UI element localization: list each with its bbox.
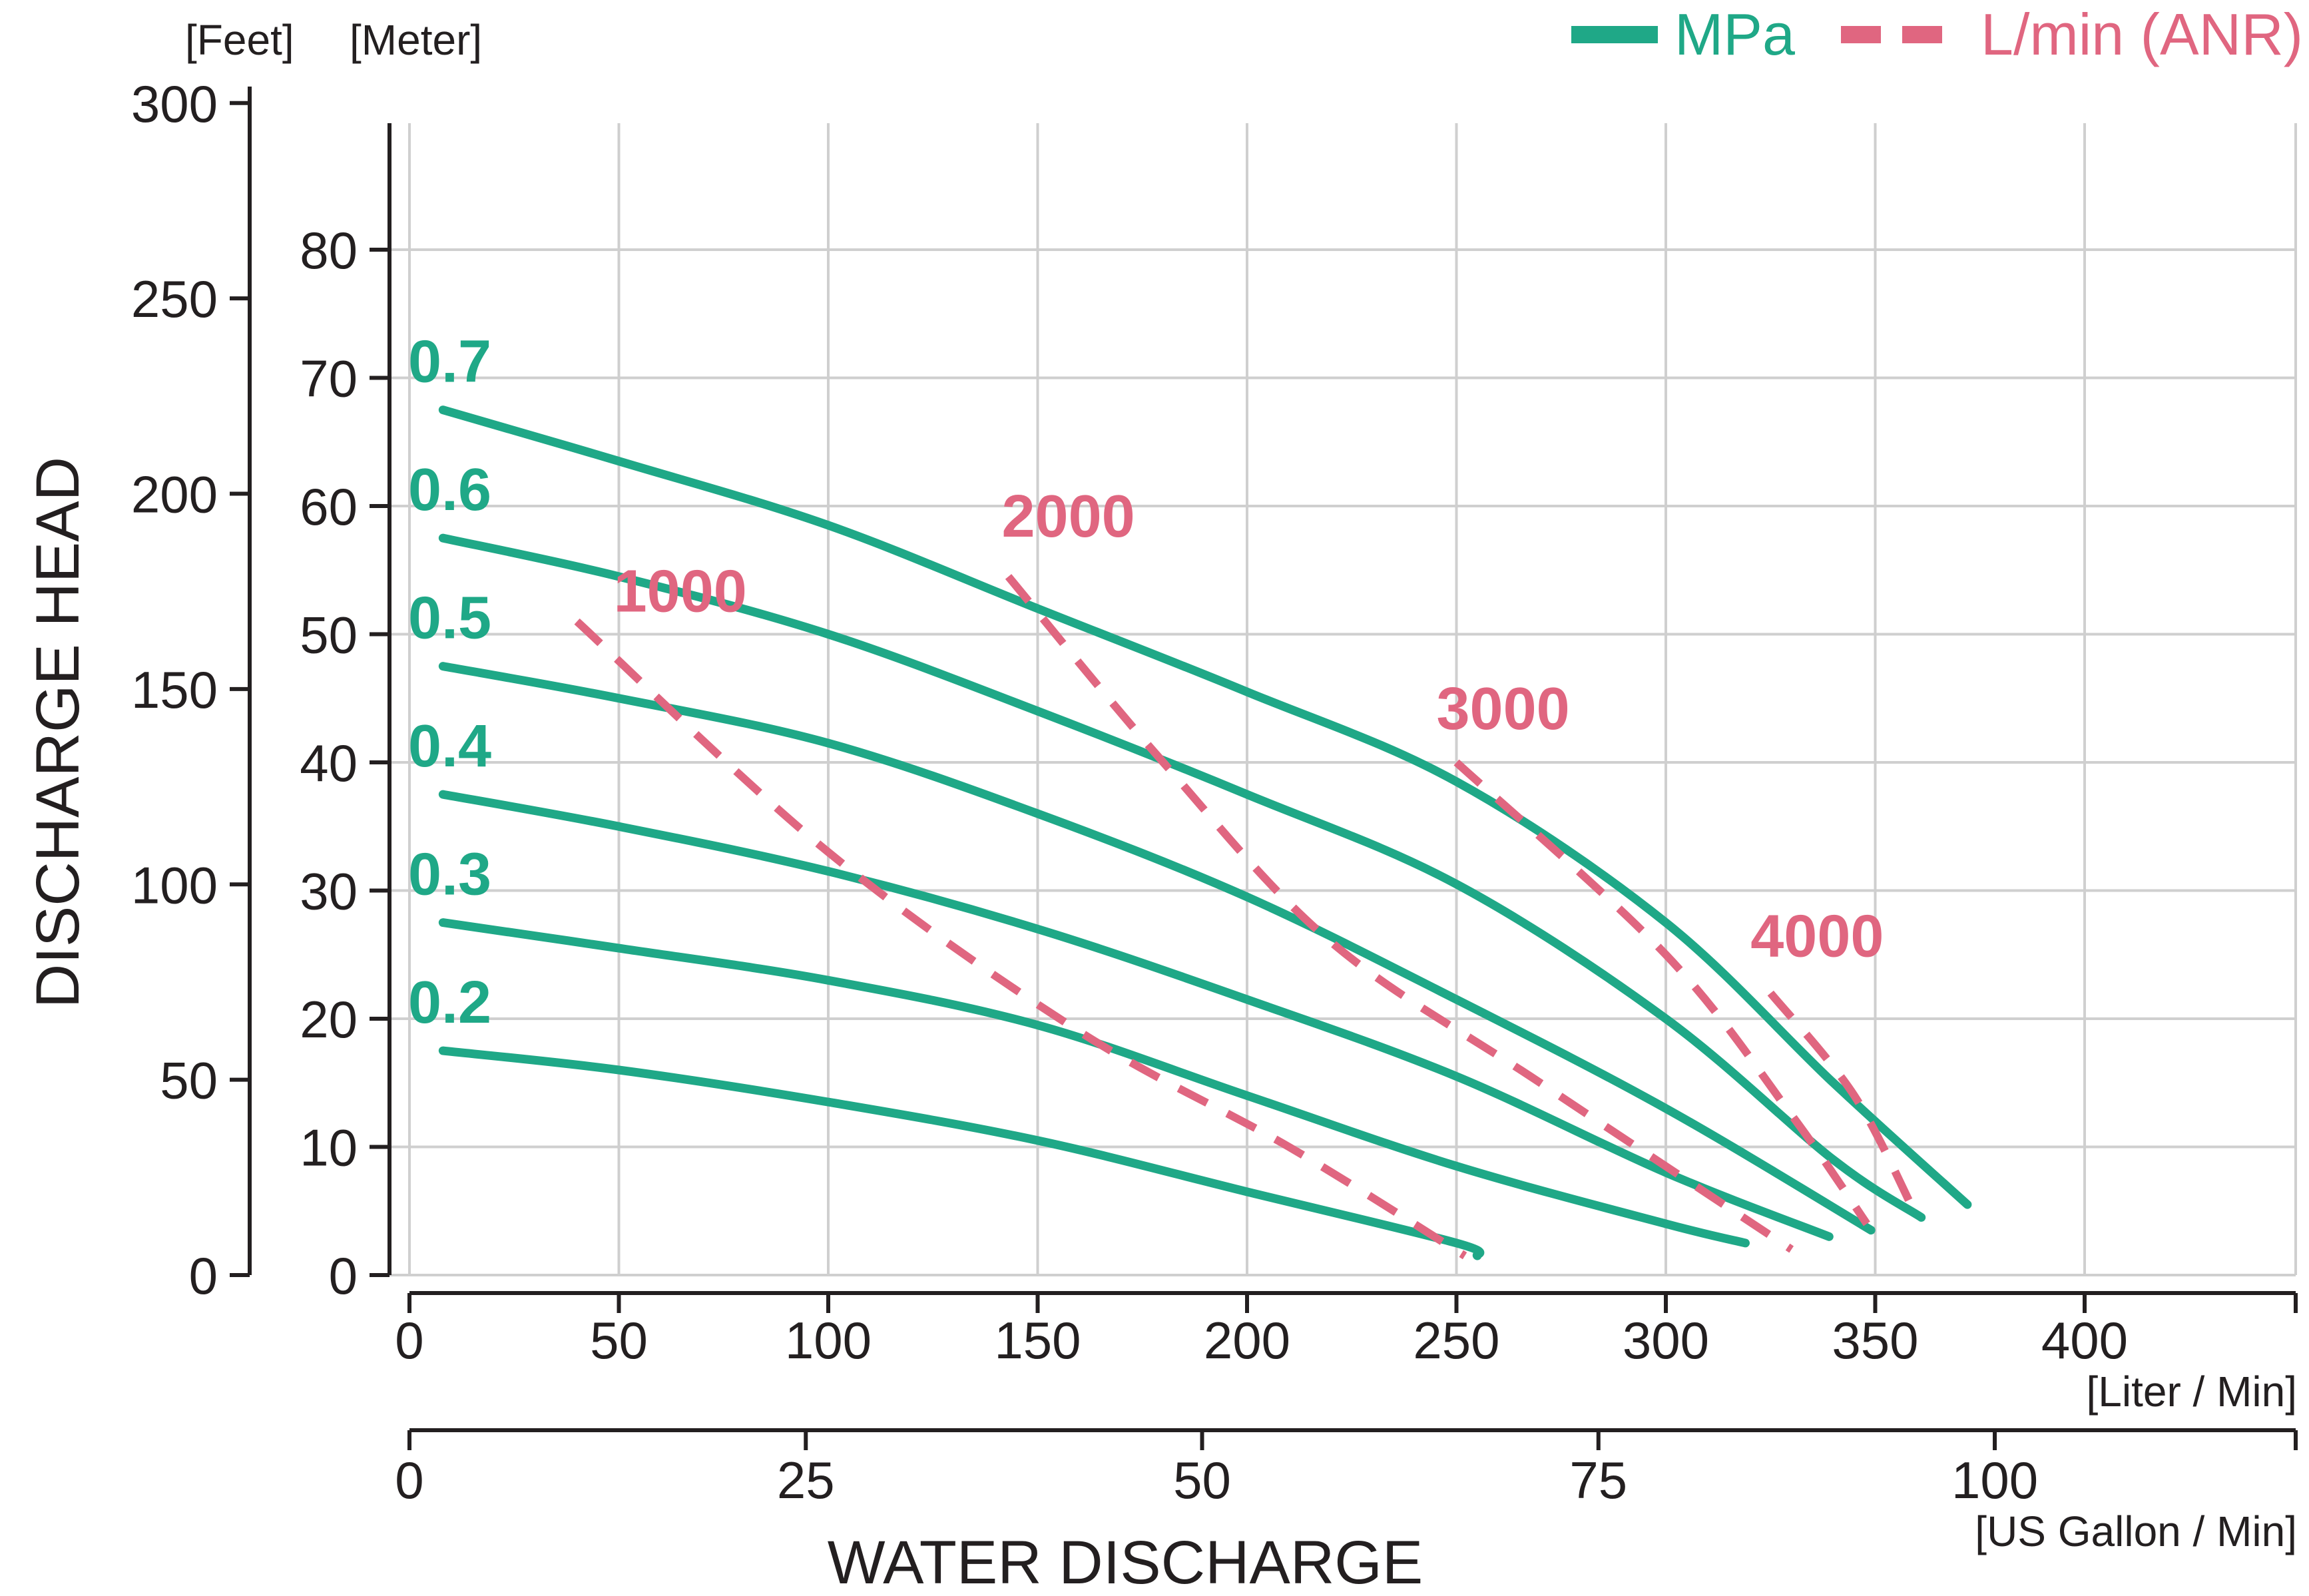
tick-label-liter-0: 0 (395, 1311, 423, 1370)
series-label-0.7: 0.7 (408, 329, 491, 396)
tick-label-feet-100: 100 (131, 856, 218, 914)
tick-label-liter-250: 250 (1413, 1311, 1499, 1370)
series-label-3000: 3000 (1437, 676, 1570, 742)
tick-label-feet-0: 0 (189, 1246, 218, 1305)
y-unit-meter: [Meter] (350, 16, 482, 64)
legend-mpa-label: MPa (1674, 1, 1795, 67)
series-line-0.2 (438, 1046, 1485, 1260)
y-unit-feet: [Feet] (185, 16, 294, 64)
tick-label-liter-350: 350 (1832, 1311, 1918, 1370)
tick-label-gallon-75: 75 (1569, 1451, 1627, 1509)
tick-label-meter-40: 40 (300, 734, 358, 792)
tick-label-gallon-100: 100 (1951, 1451, 2038, 1509)
series-label-4000: 4000 (1750, 904, 1884, 970)
x-axis-title: WATER DISCHARGE (828, 1529, 1423, 1596)
tick-label-liter-150: 150 (994, 1311, 1081, 1370)
axes (248, 87, 2296, 1432)
grid (389, 123, 2297, 1276)
series-line-3000 (1453, 759, 1870, 1226)
tick-label-liter-50: 50 (590, 1311, 648, 1370)
tick-label-meter-20: 20 (300, 990, 358, 1049)
tick-label-feet-50: 50 (160, 1051, 218, 1110)
legend: MPa L/min (ANR) (1571, 1, 2303, 67)
series-label-0.4: 0.4 (408, 713, 491, 780)
tick-label-feet-150: 150 (131, 661, 218, 719)
tick-label-meter-50: 50 (300, 606, 358, 665)
tick-label-meter-10: 10 (300, 1119, 358, 1177)
series-line-0.7 (438, 405, 1972, 1209)
tick-label-meter-0: 0 (329, 1246, 358, 1305)
series-line-0.3 (438, 918, 1750, 1248)
y-axis-title: DISCHARGE HEAD (24, 457, 92, 1008)
tick-label-liter-400: 400 (2041, 1311, 2128, 1370)
series-labels: 0.7 0.6 0.5 0.4 0.3 0.2 1000 2000 3000 4000 (408, 329, 1884, 1037)
series-line-4000 (1767, 990, 1921, 1220)
legend-anr-label: L/min (ANR) (1981, 1, 2303, 67)
x-unit-liter: [Liter / Min] (2086, 1368, 2297, 1416)
series-label-0.5: 0.5 (408, 585, 491, 652)
tick-label-meter-70: 70 (300, 350, 358, 408)
tick-label-liter-300: 300 (1623, 1311, 1709, 1370)
tick-label-liter-100: 100 (785, 1311, 872, 1370)
tick-label-meter-60: 60 (300, 477, 358, 536)
series-line-0.6 (438, 533, 1926, 1222)
tick-label-gallon-0: 0 (395, 1451, 423, 1509)
series-label-0.6: 0.6 (408, 457, 491, 523)
series-label-0.2: 0.2 (408, 969, 491, 1036)
series-label-2000: 2000 (1001, 483, 1135, 550)
tick-label-gallon-50: 50 (1173, 1451, 1231, 1509)
tick-label-gallon-25: 25 (777, 1451, 835, 1509)
tick-label-meter-30: 30 (300, 862, 358, 921)
x-unit-gallon: [US Gallon / Min] (1975, 1507, 2297, 1555)
tick-label-feet-300: 300 (131, 75, 218, 133)
tick-label-feet-250: 250 (131, 270, 218, 328)
tick-label-feet-200: 200 (131, 465, 218, 524)
series-label-1000: 1000 (614, 558, 747, 625)
series (438, 405, 1972, 1260)
tick-label-meter-80: 80 (300, 221, 358, 280)
tick-label-liter-200: 200 (1204, 1311, 1290, 1370)
series-label-0.3: 0.3 (408, 842, 491, 908)
series-line-1000 (574, 618, 1467, 1260)
series-line-0.4 (438, 790, 1834, 1241)
